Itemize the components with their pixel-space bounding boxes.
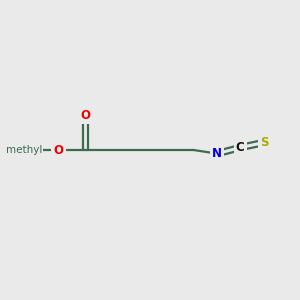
Text: S: S [260, 136, 268, 149]
Text: O: O [53, 143, 64, 157]
Text: methyl: methyl [6, 145, 42, 155]
Text: N: N [212, 147, 222, 160]
Text: O: O [80, 109, 91, 122]
Text: C: C [236, 141, 244, 154]
